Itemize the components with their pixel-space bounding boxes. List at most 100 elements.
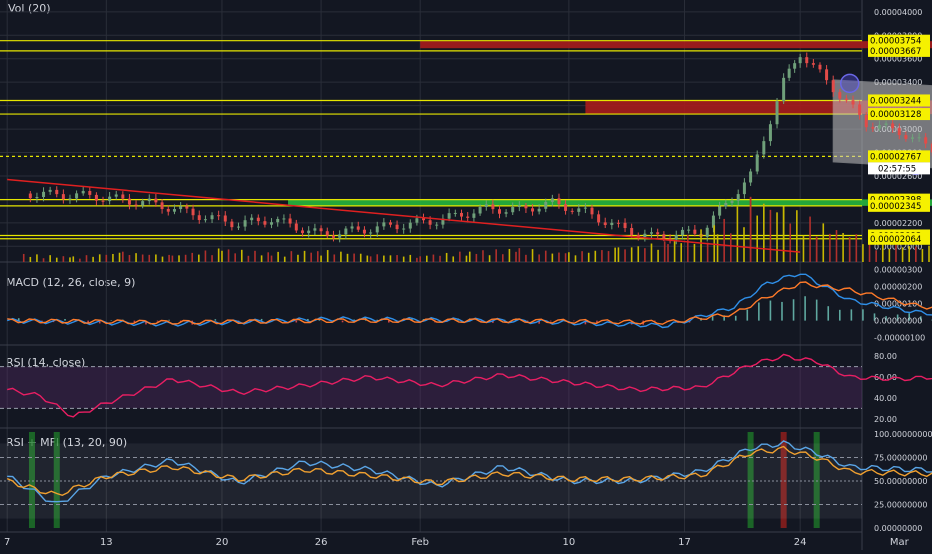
macd-histogram-bar	[758, 302, 760, 320]
volume-bar	[168, 255, 170, 262]
volume-bar	[875, 250, 877, 262]
candle-body	[571, 211, 574, 212]
volume-bar	[515, 252, 517, 262]
candle-body	[389, 222, 392, 224]
volume-bar	[836, 230, 838, 262]
volume-bar	[664, 241, 666, 262]
candle-body	[911, 137, 914, 139]
candle-body	[415, 218, 418, 222]
candle-body	[650, 232, 653, 234]
volume-bar	[770, 210, 772, 262]
volume-bar	[809, 217, 811, 262]
macd-histogram-bar	[839, 310, 841, 321]
candle-body	[681, 230, 684, 235]
volume-bar	[416, 258, 418, 262]
candle-body	[891, 123, 894, 128]
candle-body	[776, 101, 779, 124]
candle-body	[871, 127, 874, 128]
candle-body	[538, 209, 541, 212]
candle-body	[198, 215, 201, 220]
macd-histogram-bar	[735, 316, 737, 321]
candle-body	[108, 197, 111, 201]
volume-bar	[519, 248, 521, 262]
candle-body	[518, 205, 521, 207]
volume-bar	[86, 255, 88, 262]
candle-body	[376, 226, 379, 232]
volume-bar	[69, 257, 71, 262]
candle-body	[351, 226, 354, 228]
volume-bar	[353, 254, 355, 262]
volume-bar	[674, 241, 676, 262]
volume-bar	[565, 253, 567, 262]
candle-body	[102, 201, 105, 202]
volume-bar	[56, 258, 58, 262]
candle-body	[237, 227, 240, 228]
candle-body	[115, 194, 118, 196]
indicator-tick-label: 0.00000000	[874, 524, 922, 533]
volume-bar	[129, 255, 131, 262]
candle-body	[675, 235, 678, 240]
macd-histogram-bar	[862, 309, 864, 320]
volume-bar	[895, 243, 897, 262]
macd-histogram-bar	[781, 302, 783, 321]
candle-body	[724, 203, 727, 207]
candle-body	[743, 182, 746, 194]
volume-bar	[637, 246, 639, 262]
candle-body	[313, 228, 316, 230]
candle-body	[524, 205, 527, 208]
candle-body	[762, 141, 765, 154]
candle-body	[402, 229, 405, 230]
candle-body	[597, 214, 600, 222]
volume-bar	[502, 254, 504, 262]
candle-body	[479, 207, 482, 214]
volume-bar	[148, 255, 150, 262]
candle-body	[769, 124, 772, 141]
volume-bar	[482, 250, 484, 262]
price-level-label-text: 0.00003128	[870, 110, 921, 120]
candle-body	[141, 201, 144, 205]
volume-bar	[469, 252, 471, 262]
volume-bar	[419, 256, 421, 262]
volume-bar	[30, 257, 32, 262]
price-tick-label: 0.00004000	[874, 8, 922, 17]
indicator-tick-label: -0.00000100	[874, 334, 925, 343]
x-axis-date-label: Feb	[411, 537, 429, 548]
candle-body	[75, 193, 78, 198]
candle-body	[904, 135, 907, 139]
indicator-tick-label: 0.00000000	[874, 317, 922, 326]
volume-bar	[261, 255, 263, 262]
volume-bar	[72, 256, 74, 262]
candle-body	[557, 198, 560, 204]
volume-bar	[538, 254, 540, 262]
price-level-label-text: 0.00003667	[870, 47, 921, 57]
candle-body	[167, 209, 170, 212]
volume-bar	[928, 246, 930, 262]
volume-bar	[234, 253, 236, 262]
candle-body	[332, 236, 335, 238]
volume-bar	[390, 255, 392, 262]
candle-body	[257, 218, 260, 221]
volume-bar	[446, 253, 448, 262]
volume-bar	[915, 247, 917, 262]
candle-body	[466, 217, 469, 218]
volume-bar	[376, 254, 378, 262]
volume-bar	[142, 255, 144, 262]
candle-body	[718, 206, 721, 215]
candle-body	[68, 198, 71, 199]
macd-histogram-bar	[296, 321, 298, 323]
price-level-label-text: 0.00002064	[870, 235, 921, 245]
candle-body	[498, 209, 501, 214]
volume-bar	[284, 257, 286, 262]
macd-histogram-bar	[746, 310, 748, 321]
macd-histogram-bar	[770, 301, 772, 321]
indicator-tick-label: 20.00	[874, 415, 897, 424]
volume-bar	[119, 253, 121, 262]
volume-bar	[23, 254, 25, 262]
volume-bar	[304, 251, 306, 262]
volume-bar	[452, 256, 454, 262]
volume-bar	[803, 235, 805, 262]
volume-bar	[842, 233, 844, 262]
volume-bar	[862, 244, 864, 262]
